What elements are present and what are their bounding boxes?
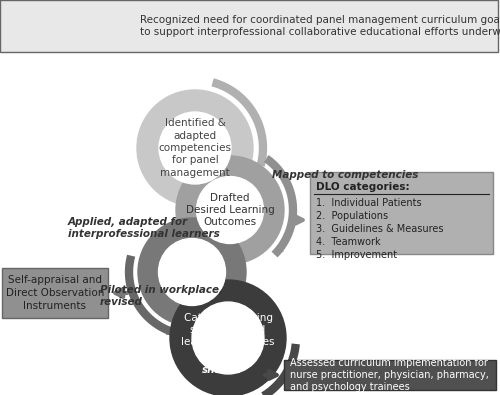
Bar: [0, 0, 130, 18]
Circle shape: [137, 90, 253, 206]
Text: Assessed curriculum implementation for
nurse practitioner, physician, pharmacy,
: Assessed curriculum implementation for n…: [290, 357, 489, 392]
Circle shape: [192, 302, 264, 374]
Text: Identified &
adapted
competencies
for panel
management: Identified & adapted competencies for pa…: [158, 118, 232, 178]
Text: 2.  Populations: 2. Populations: [316, 211, 388, 221]
Circle shape: [159, 112, 231, 184]
Text: 3.  Guidelines & Measures: 3. Guidelines & Measures: [316, 224, 444, 234]
Text: 4.  Teamwork: 4. Teamwork: [316, 237, 380, 247]
Text: Drafted
Desired Learning
Outcomes: Drafted Desired Learning Outcomes: [186, 193, 274, 228]
Circle shape: [196, 177, 264, 243]
Text: Mapped to competencies: Mapped to competencies: [272, 170, 418, 180]
Text: Applied, adapted for
interprofessional learners: Applied, adapted for interprofessional l…: [68, 217, 220, 239]
Text: Recognized need for coordinated panel management curriculum goals and trainee as: Recognized need for coordinated panel ma…: [140, 15, 500, 37]
Bar: [310, 172, 493, 254]
Text: Self-appraisal and
Direct Observation
Instruments: Self-appraisal and Direct Observation In…: [6, 275, 104, 311]
Circle shape: [158, 239, 226, 305]
Text: Catalog teaching
strategies and
learning activities: Catalog teaching strategies and learning…: [181, 312, 275, 347]
Text: DLO categories:: DLO categories:: [316, 182, 410, 192]
Text: Adapted,
adopted,
shared: Adapted, adopted, shared: [202, 341, 254, 374]
Circle shape: [138, 218, 246, 326]
Text: 5.  Improvement: 5. Improvement: [316, 250, 397, 260]
Text: Piloted in workplace,
revised: Piloted in workplace, revised: [100, 285, 223, 307]
Bar: [2, 268, 108, 318]
Text: Created
Assessment
Instruments: Created Assessment Instruments: [160, 255, 224, 290]
Bar: [284, 360, 496, 390]
Text: 1.  Individual Patients: 1. Individual Patients: [316, 198, 422, 208]
Circle shape: [176, 156, 284, 264]
Bar: [0, 0, 498, 52]
Circle shape: [170, 280, 286, 395]
